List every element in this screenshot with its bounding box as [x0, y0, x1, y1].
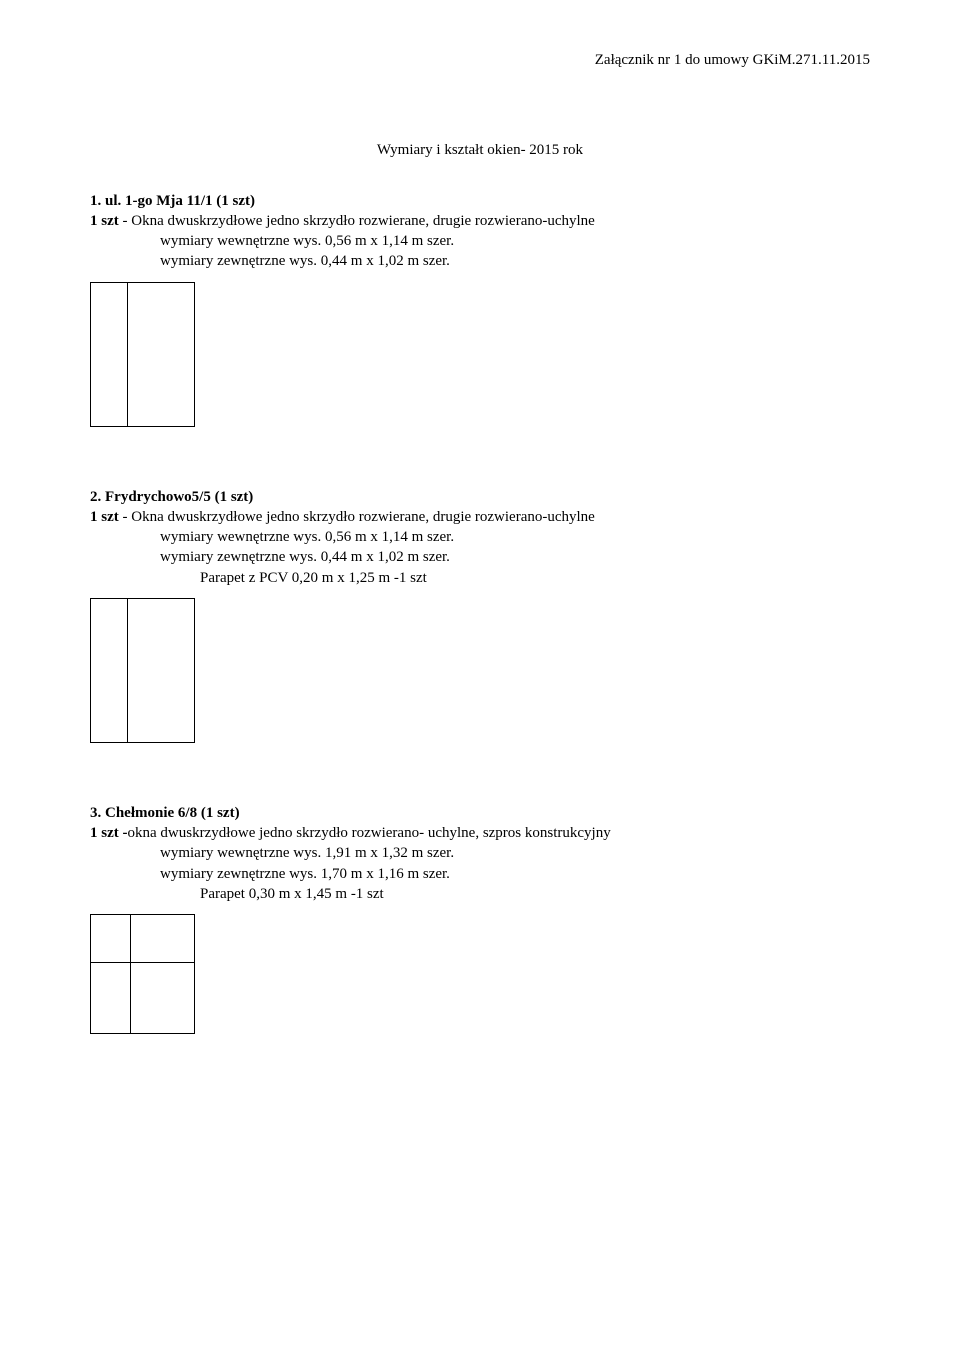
section-1-line1: 1 szt - Okna dwuskrzydłowe jedno skrzydł… — [90, 213, 595, 229]
section-2-dim-inner: wymiary wewnętrzne wys. 0,56 m x 1,14 m … — [90, 527, 870, 547]
attachment-text: Załącznik nr 1 do umowy GKiM.271.11.2015 — [595, 52, 870, 68]
section-2: 2. Frydrychowo5/5 (1 szt) 1 szt - Okna d… — [90, 487, 870, 588]
section-1: 1. ul. 1-go Mja 11/1 (1 szt) 1 szt - Okn… — [90, 191, 870, 272]
section-3-parapet: Parapet 0,30 m x 1,45 m -1 szt — [90, 884, 870, 904]
section-3: 3. Chełmonie 6/8 (1 szt) 1 szt -okna dwu… — [90, 803, 870, 904]
section-2-qty: 1 szt — [90, 509, 119, 525]
section-1-heading: 1. ul. 1-go Mja 11/1 (1 szt) — [90, 193, 255, 209]
section-2-diagram-vline — [127, 599, 128, 742]
section-3-diagram — [90, 914, 195, 1034]
section-3-dim-inner: wymiary wewnętrzne wys. 1,91 m x 1,32 m … — [90, 843, 870, 863]
section-3-dim-outer: wymiary zewnętrzne wys. 1,70 m x 1,16 m … — [90, 864, 870, 884]
section-1-desc: - Okna dwuskrzydłowe jedno skrzydło rozw… — [119, 213, 595, 229]
document-title-text: Wymiary i kształt okien- 2015 rok — [377, 142, 583, 158]
section-2-desc: - Okna dwuskrzydłowe jedno skrzydło rozw… — [119, 509, 595, 525]
section-2-parapet: Parapet z PCV 0,20 m x 1,25 m -1 szt — [90, 568, 870, 588]
attachment-header: Załącznik nr 1 do umowy GKiM.271.11.2015 — [90, 50, 870, 70]
section-3-line1: 1 szt -okna dwuskrzydłowe jedno skrzydło… — [90, 825, 611, 841]
section-1-qty: 1 szt — [90, 213, 119, 229]
document-title: Wymiary i kształt okien- 2015 rok — [90, 140, 870, 160]
section-2-heading: 2. Frydrychowo5/5 (1 szt) — [90, 489, 253, 505]
section-1-dim-outer: wymiary zewnętrzne wys. 0,44 m x 1,02 m … — [90, 251, 870, 271]
section-3-desc: okna dwuskrzydłowe jedno skrzydło rozwie… — [128, 825, 611, 841]
section-2-line1: 1 szt - Okna dwuskrzydłowe jedno skrzydł… — [90, 509, 595, 525]
section-3-diagram-hline — [91, 962, 194, 963]
section-1-diagram — [90, 282, 195, 427]
section-3-diagram-vline — [130, 915, 131, 1033]
section-3-heading: 3. Chełmonie 6/8 (1 szt) — [90, 805, 240, 821]
section-1-diagram-vline — [127, 283, 128, 426]
section-1-dim-inner: wymiary wewnętrzne wys. 0,56 m x 1,14 m … — [90, 231, 870, 251]
section-2-diagram — [90, 598, 195, 743]
section-2-dim-outer: wymiary zewnętrzne wys. 0,44 m x 1,02 m … — [90, 547, 870, 567]
section-3-qty: 1 szt - — [90, 825, 128, 841]
